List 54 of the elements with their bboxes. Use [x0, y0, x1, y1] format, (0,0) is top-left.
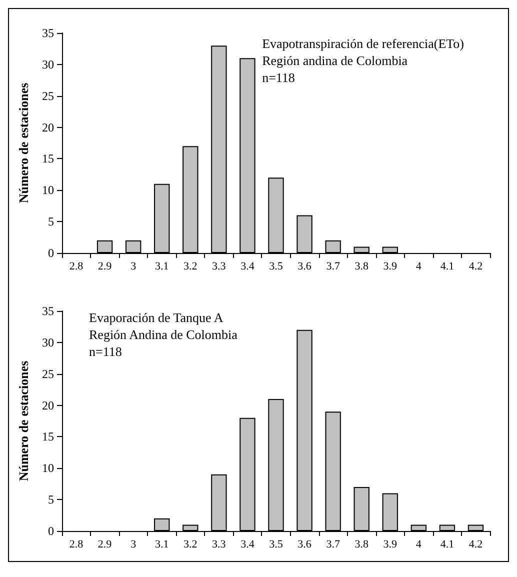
annotation: Región andina de Colombia	[262, 53, 408, 68]
x-tick-label: 3.5	[269, 538, 284, 550]
y-tick-label: 15	[42, 430, 54, 444]
y-tick-label: 35	[42, 304, 54, 318]
x-tick-label: 3.1	[154, 538, 169, 550]
x-tick-label: 3	[130, 538, 137, 550]
x-tick-label: 3.3	[212, 538, 226, 550]
y-tick-label: 25	[42, 366, 54, 381]
x-tick-label: 2.8	[69, 260, 84, 272]
x-tick-label: 3.6	[298, 538, 312, 550]
y-tick-label: 25	[42, 88, 54, 103]
x-tick-label: 3.8	[354, 538, 369, 550]
y-tick-label: 20	[42, 398, 54, 412]
x-tick-label: 2.9	[98, 538, 112, 550]
x-tick-label: 3.1	[154, 260, 169, 272]
annotation: n=118	[262, 70, 295, 85]
y-tick-label: 35	[42, 26, 54, 40]
y-tick-label: 10	[42, 183, 54, 198]
annotation: Evapotranspiración de referencia(ETo)	[262, 36, 464, 51]
y-tick-label: 30	[42, 57, 54, 72]
x-tick-label: 2.9	[98, 260, 112, 272]
annotation: Evaporación de Tanque A	[89, 310, 224, 325]
x-tick-label: 4	[416, 260, 422, 272]
x-tick-label: 4.2	[468, 538, 483, 550]
x-tick-label: 4.2	[468, 260, 483, 272]
y-axis-title: Número de estaciones	[16, 360, 31, 482]
y-tick-label: 30	[42, 335, 54, 350]
x-tick-label: 4.1	[440, 538, 454, 550]
y-tick-label: 0	[48, 246, 54, 260]
x-tick-label: 2.8	[69, 538, 84, 550]
y-tick-label: 5	[48, 492, 54, 507]
x-tick-label: 3	[130, 260, 137, 272]
x-tick-label: 3.2	[184, 260, 198, 272]
y-tick-label: 5	[48, 214, 54, 229]
y-tick-label: 15	[42, 152, 54, 166]
y-axis-title: Número de estaciones	[16, 82, 31, 204]
x-tick-label: 4	[416, 538, 422, 550]
annotation: Región Andina de Colombia	[89, 327, 238, 342]
x-tick-label: 3.9	[383, 538, 398, 550]
y-tick-label: 0	[48, 524, 54, 538]
x-tick-label: 3.7	[326, 538, 340, 550]
x-tick-label: 3.8	[354, 260, 369, 272]
x-tick-label: 3.4	[240, 538, 255, 550]
x-tick-label: 3.6	[298, 260, 312, 272]
annotation: n=118	[89, 344, 122, 359]
x-tick-label: 3.4	[240, 260, 255, 272]
x-tick-label: 3.3	[212, 260, 226, 272]
y-tick-label: 10	[42, 461, 54, 476]
x-tick-label: 3.5	[269, 260, 284, 272]
x-tick-label: 3.9	[383, 260, 398, 272]
x-tick-label: 4.1	[440, 260, 454, 272]
x-tick-label: 3.7	[326, 260, 340, 272]
y-tick-label: 20	[42, 120, 54, 134]
x-tick-label: 3.2	[184, 538, 198, 550]
